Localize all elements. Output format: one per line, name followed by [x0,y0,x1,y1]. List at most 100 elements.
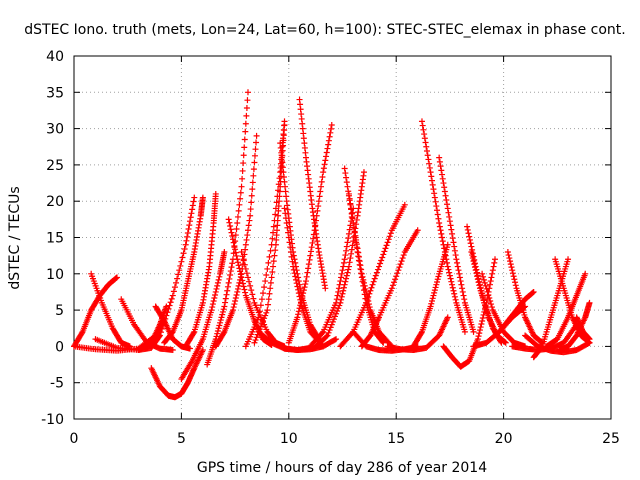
data-point [436,154,443,161]
data-point [382,245,389,252]
data-point [227,226,234,233]
data-point [489,270,496,277]
data-point [278,163,285,170]
data-point [441,249,448,256]
data-point [308,244,315,251]
data-point [502,339,509,346]
data-point [234,285,241,292]
data-point [237,195,244,202]
data-point [434,278,441,285]
data-point [476,327,483,334]
data-point [384,239,391,246]
data-point [439,234,446,241]
data-point [324,332,331,339]
data-point [336,281,343,288]
data-point [156,333,163,340]
data-point [248,192,255,199]
y-tick-label: 20 [46,194,64,210]
data-point [220,330,227,337]
data-point [240,283,247,290]
data-point [322,157,329,164]
data-point [349,330,356,337]
data-point [268,274,275,281]
data-point [507,258,514,265]
data-point [262,278,269,285]
data-point [442,252,449,259]
data-point [446,218,453,225]
data-point [479,270,486,277]
data-point [244,274,251,281]
data-point [344,183,351,190]
x-tick-label: 0 [70,431,79,447]
data-point [328,121,335,128]
data-point [349,209,356,216]
data-point [400,252,407,259]
data-series [522,332,593,356]
data-point [366,290,373,297]
data-point [239,280,246,287]
data-point [297,302,304,309]
data-point [186,222,193,229]
data-point [461,328,468,335]
y-tick-label: -10 [41,412,64,428]
data-point [505,252,512,259]
data-point [323,153,330,160]
data-point [342,278,349,285]
data-point [228,229,235,236]
data-point [229,232,236,239]
data-point [467,240,474,247]
data-point [225,279,232,286]
data-point [427,303,434,310]
data-point [356,261,363,268]
data-point [430,292,437,299]
data-point [184,233,191,240]
data-point [345,188,352,195]
data-point [451,247,458,254]
data-point [510,273,517,280]
data-point [182,241,189,248]
x-tick-label: 20 [495,431,513,447]
data-point [247,212,254,219]
data-point [330,316,337,323]
data-point [249,291,256,298]
axis-ticks: 0 5 10 15 20 25 -10 -5 0 5 10 15 20 25 30 35 40 [41,49,620,447]
data-point [178,258,185,265]
data-point [241,144,248,151]
data-series [178,249,228,383]
data-point [214,279,221,286]
data-point [340,263,347,270]
data-point [269,268,276,275]
data-point [168,295,175,302]
data-series [148,347,206,401]
data-point [481,279,488,286]
data-point [348,205,355,212]
data-point [377,260,384,267]
data-point [267,279,274,286]
data-point [285,229,292,236]
data-point [341,256,348,263]
data-point [486,285,493,292]
data-point [236,201,243,208]
data-point [449,230,456,237]
data-point [488,304,495,311]
data-point [242,241,249,248]
data-point [469,252,476,259]
data-point [480,276,487,283]
data-point [470,328,477,335]
data-point [214,282,221,289]
data-point [306,256,313,263]
data-point [307,252,314,259]
data-point [188,210,195,217]
data-point [255,314,262,321]
data-point [250,295,257,302]
data-point [445,209,452,216]
data-point [451,293,458,300]
data-point [429,177,435,184]
data-point [502,339,509,346]
data-point [343,243,350,250]
data-point [167,299,174,306]
data-point [292,276,299,283]
data-point [317,188,324,195]
chart-title: dSTEC Iono. truth (mets, Lon=24, Lat=60,… [24,22,625,38]
